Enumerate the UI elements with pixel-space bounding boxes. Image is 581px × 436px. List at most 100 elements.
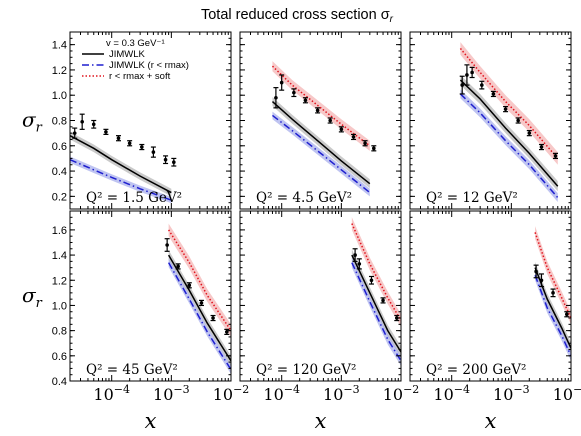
data-point <box>362 140 368 147</box>
rmax-series-line <box>271 114 371 194</box>
data-point <box>464 64 470 86</box>
data-point <box>210 314 216 322</box>
rmax-series-band <box>168 258 231 375</box>
panel-1: 0.2 0.4 0.6 0.8 1.0 1.2 1.4 Q² = 1.5 GeV² <box>52 31 232 210</box>
data-point <box>186 282 192 289</box>
q2-label: Q² = 12 GeV² <box>426 190 518 206</box>
jimwlk-series-line <box>271 100 371 185</box>
y-tick-label: 1.4 <box>52 40 67 52</box>
data-point <box>338 126 344 133</box>
rmax-series-band <box>351 257 401 366</box>
rmax-series-line <box>70 159 172 201</box>
data-point <box>150 146 156 158</box>
y-tick-label: 1.0 <box>52 300 67 312</box>
jimwlk-series-band <box>351 249 401 358</box>
data-point <box>490 90 496 98</box>
jimwlk-series-band <box>535 262 571 354</box>
y-tick-label: 1.2 <box>52 65 67 77</box>
data-point <box>164 238 170 252</box>
data-point <box>163 155 169 165</box>
jimwlk-series-band <box>272 97 370 189</box>
jimwlk-series-line <box>70 135 172 194</box>
data-point <box>352 248 358 262</box>
soft-series-band <box>460 42 558 165</box>
legend-label: r < rmax + soft <box>109 71 171 82</box>
y-tick-label: 0.4 <box>52 376 67 388</box>
data-point <box>139 143 145 151</box>
rmax-series-line <box>459 93 559 199</box>
soft-series-band <box>272 61 370 151</box>
y-tick-label: 0.8 <box>52 116 67 128</box>
panel-6: 10−4 10−3 10−2 Q² = 200 GeV² <box>409 210 581 404</box>
panel-5: 10−4 10−3 10−2 Q² = 120 GeV² <box>239 210 419 404</box>
jimwlk-series-line <box>459 79 559 187</box>
rmax-series-band <box>535 270 571 361</box>
data-point <box>368 275 374 285</box>
y-tick-label: 0.8 <box>52 326 67 338</box>
data-point <box>273 87 279 109</box>
legend-label: v = 0.3 GeV⁻¹ <box>106 38 165 49</box>
panel-content <box>164 223 231 375</box>
panel-content <box>271 61 377 197</box>
data-point <box>394 314 400 322</box>
y-axis-label: σr <box>22 108 43 136</box>
y-tick-label: 0.6 <box>52 141 67 153</box>
x-tick-label: 10−3 <box>323 383 360 404</box>
panel-2: Q² = 4.5 GeV² <box>239 31 402 210</box>
panel-3: Q² = 12 GeV² <box>409 31 572 210</box>
y-tick-label: 1.4 <box>52 250 67 262</box>
panel-content <box>533 226 571 361</box>
data-point <box>291 88 297 98</box>
data-point <box>526 130 532 137</box>
q2-label: Q² = 4.5 GeV² <box>256 190 352 206</box>
soft-series-line <box>534 232 571 319</box>
y-tick-label: 0.4 <box>52 166 67 178</box>
data-point <box>356 258 362 270</box>
rmax-series-line <box>351 262 401 362</box>
soft-series-line <box>351 223 401 321</box>
x-tick-label: 10−4 <box>93 383 130 404</box>
data-point <box>302 97 308 104</box>
y-tick-label: 1.6 <box>52 225 67 237</box>
chart-title: Total reduced cross section σr <box>201 7 394 25</box>
q2-label: Q² = 45 GeV² <box>86 362 178 378</box>
panel-frame <box>239 31 402 210</box>
panel-content <box>70 113 177 204</box>
data-point <box>171 157 177 167</box>
x-tick-label: 10−2 <box>213 383 250 404</box>
panel-frame <box>69 210 232 382</box>
rmax-series-line <box>167 262 231 371</box>
data-point <box>351 133 357 141</box>
data-point <box>72 127 78 139</box>
rmax-series-band <box>70 156 172 204</box>
data-point <box>564 311 570 318</box>
jimwlk-series-line <box>351 254 401 353</box>
data-point <box>515 117 521 124</box>
x-tick-label: 10−4 <box>433 383 470 404</box>
data-point <box>533 264 539 279</box>
rmax-series-line <box>534 274 571 357</box>
data-point <box>115 135 121 142</box>
jimwlk-series-line <box>167 254 231 362</box>
panel-frame <box>409 210 572 382</box>
data-point <box>380 297 386 304</box>
data-point <box>79 113 85 130</box>
data-point <box>103 128 109 136</box>
legend-label: JIMWLK (r < rmax) <box>109 60 189 71</box>
panel-frame <box>239 210 402 382</box>
jimwlk-series-band <box>460 74 558 192</box>
q2-label: Q² = 200 GeV² <box>426 362 526 378</box>
y-axis-label: σr <box>22 283 43 311</box>
legend-label: JIMWLK <box>109 49 146 60</box>
soft-series-line <box>271 65 371 147</box>
data-point <box>459 75 465 95</box>
x-tick-label: 10−3 <box>153 383 190 404</box>
x-tick-label: 10−2 <box>553 383 581 404</box>
plot-area: 0.2 0.4 0.6 0.8 1.0 1.2 1.4 Q² = 1.5 GeV² Q² = 4… <box>22 31 581 433</box>
y-tick-label: 1.0 <box>52 90 67 102</box>
soft-series-band <box>535 226 571 325</box>
data-point <box>279 74 285 91</box>
data-point <box>479 80 485 90</box>
